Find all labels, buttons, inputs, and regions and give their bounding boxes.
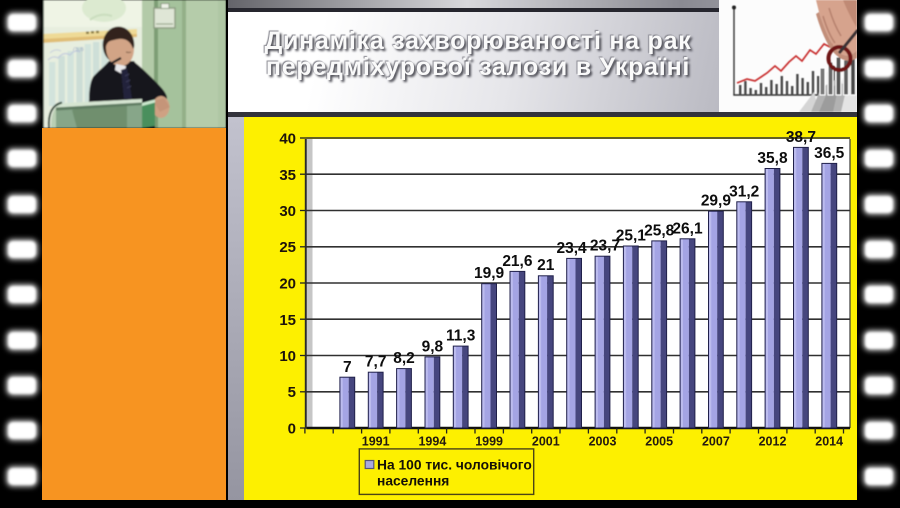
svg-text:9,8: 9,8 (422, 338, 444, 355)
svg-text:30: 30 (279, 203, 296, 220)
svg-text:10: 10 (279, 348, 296, 365)
svg-text:35,8: 35,8 (757, 150, 788, 167)
svg-text:8,2: 8,2 (393, 350, 415, 367)
svg-text:38,7: 38,7 (786, 129, 816, 146)
svg-text:23,7: 23,7 (590, 238, 620, 255)
svg-text:15: 15 (279, 312, 296, 329)
svg-text:На 100 тис. чоловічого: На 100 тис. чоловічого (377, 458, 532, 473)
svg-text:2005: 2005 (645, 435, 673, 449)
svg-text:40: 40 (279, 131, 296, 148)
svg-text:1999: 1999 (475, 435, 503, 449)
svg-text:35: 35 (279, 167, 296, 184)
svg-text:7,7: 7,7 (365, 354, 387, 371)
svg-text:2012: 2012 (759, 435, 787, 449)
svg-text:25: 25 (279, 239, 296, 256)
svg-text:75,6: 75,6 (72, 47, 84, 53)
svg-text:26,1: 26,1 (672, 220, 703, 237)
svg-text:21: 21 (537, 257, 555, 274)
svg-text:1994: 1994 (418, 435, 446, 449)
svg-text:2007: 2007 (702, 435, 730, 449)
svg-text:5: 5 (288, 384, 296, 401)
svg-text:2014: 2014 (815, 435, 843, 449)
svg-text:1991: 1991 (362, 435, 390, 449)
svg-text:7: 7 (343, 359, 352, 376)
svg-text:23,4: 23,4 (557, 240, 588, 257)
svg-text:11,3: 11,3 (446, 328, 476, 345)
svg-text:2003: 2003 (589, 435, 617, 449)
svg-text:20: 20 (279, 276, 296, 293)
svg-text:0: 0 (288, 421, 296, 438)
svg-text:19,9: 19,9 (474, 265, 505, 282)
svg-text:2001: 2001 (532, 435, 560, 449)
svg-text:21,6: 21,6 (502, 253, 533, 270)
svg-text:25,1: 25,1 (616, 228, 647, 245)
svg-text:31,2: 31,2 (729, 183, 759, 200)
svg-text:36,5: 36,5 (814, 145, 845, 162)
svg-text:населення: населення (377, 474, 449, 489)
svg-text:25,8: 25,8 (644, 222, 675, 239)
svg-text:29,9: 29,9 (701, 193, 732, 210)
